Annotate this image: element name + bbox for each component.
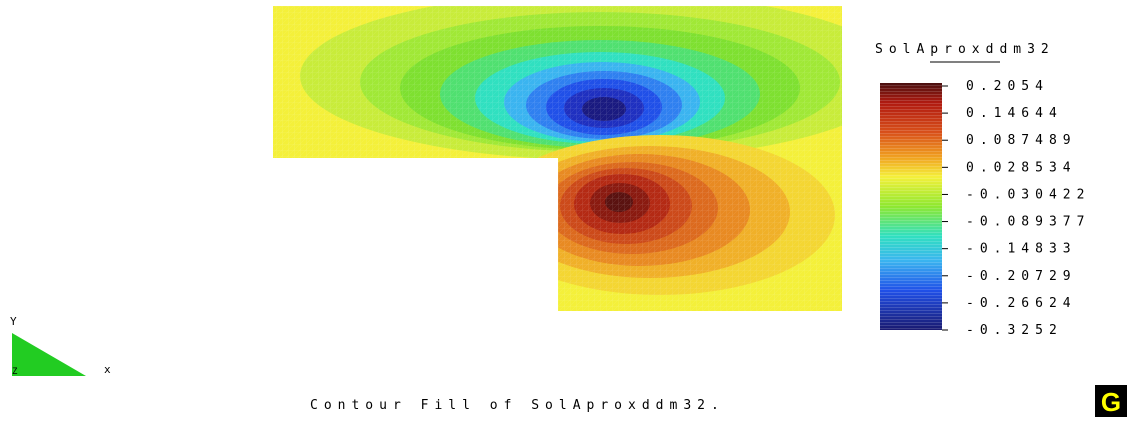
axis-x-label: x (104, 363, 111, 376)
legend-title: SolAproxddm32 (875, 42, 1055, 57)
plot-caption: Contour Fill of SolAproxddm32. (310, 398, 725, 413)
colorbar-tick-label: 0.087489 (966, 133, 1077, 148)
axis-z-label: Z (12, 367, 18, 377)
colorbar-lines (880, 83, 942, 330)
colorbar-tick-label: -0.20729 (966, 269, 1077, 284)
contour-domain (273, 6, 842, 311)
logo-letter: G (1101, 387, 1121, 417)
colorbar-tick-label: 0.14644 (966, 106, 1063, 121)
axis-y-label: Y (10, 315, 17, 328)
colorbar-tick-label: -0.14833 (966, 242, 1077, 257)
colorbar-tick-label: -0.089377 (966, 215, 1090, 230)
colorbar-tick-label: -0.3252 (966, 323, 1063, 338)
colorbar-tick-label: -0.030422 (966, 187, 1090, 202)
axis-triangle (12, 333, 86, 376)
gmsh-logo: G (1095, 385, 1127, 417)
colorbar-tick-label: 0.028534 (966, 160, 1077, 175)
axis-triad: Y x Z (10, 315, 111, 377)
colorbar-labels: 0.2054 0.14644 0.087489 0.028534 -0.030422 -0… (942, 79, 1090, 338)
colorbar-tick-label: 0.2054 (966, 79, 1049, 94)
colorbar-tick-label: -0.26624 (966, 296, 1077, 311)
